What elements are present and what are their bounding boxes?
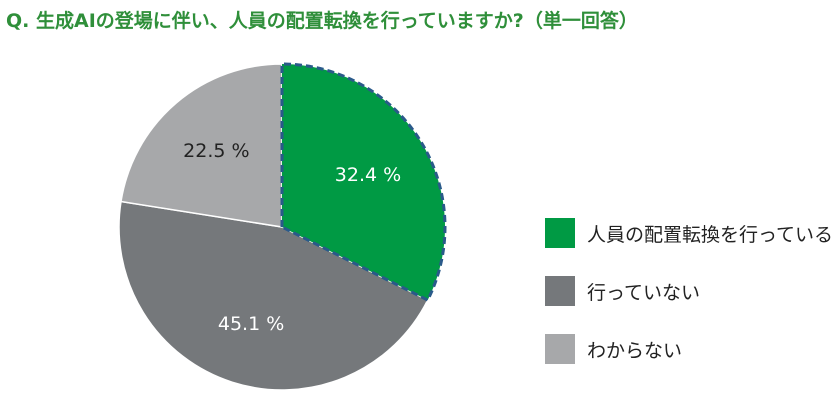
legend-label: 行っていない (587, 281, 701, 304)
legend-swatch (545, 276, 575, 306)
legend-label: わからない (587, 339, 683, 362)
legend: 人員の配置転換を行っている 行っていない わからない (545, 218, 833, 392)
pie-slice (120, 63, 283, 228)
legend-swatch (545, 334, 575, 364)
legend-item-unknown: わからない (545, 334, 833, 364)
chart-title: Q. 生成AIの登場に伴い、人員の配置転換を行っていますか?（単一回答） (6, 10, 638, 32)
pie-slice (118, 200, 429, 391)
slice-value-label: 45.1 % (218, 313, 284, 335)
legend-item-relocating: 人員の配置転換を行っている (545, 218, 833, 248)
slice-value-label: 22.5 % (183, 140, 249, 162)
legend-item-not-relocating: 行っていない (545, 276, 833, 306)
slice-value-label: 32.4 % (335, 164, 401, 186)
legend-label: 人員の配置転換を行っている (587, 223, 834, 246)
pie-slice (280, 62, 447, 302)
legend-swatch (545, 218, 575, 248)
pie-chart: 32.4 % 45.1 % 22.5 % (118, 62, 447, 391)
